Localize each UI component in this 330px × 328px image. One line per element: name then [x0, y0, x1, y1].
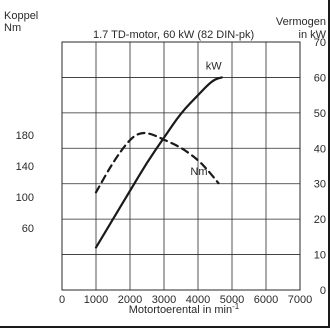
right-tick-label: 10 — [314, 250, 326, 262]
x-tick-label: 3000 — [152, 294, 176, 306]
left-tick-label: 60 — [22, 223, 34, 235]
series-layer: kW Nm — [94, 60, 223, 249]
series-label-nm: Nm — [190, 166, 207, 178]
x-tick-label: 2000 — [118, 294, 142, 306]
x-tick-label: 5000 — [220, 294, 244, 306]
grid — [61, 41, 301, 291]
x-axis-title-text: Motortoerental in min — [129, 304, 232, 316]
chart-title: 1.7 TD-motor, 60 kW (82 DIN-pk) — [93, 29, 254, 41]
left-axis-unit: Nm — [4, 22, 21, 34]
series-line-kw — [94, 76, 223, 249]
x-tick-label: 0 — [59, 294, 65, 306]
right-tick-label: 20 — [314, 214, 326, 226]
left-tick-label: 180 — [16, 130, 34, 142]
series-line-nm — [94, 131, 220, 194]
right-tick-label: 50 — [314, 108, 326, 120]
series-label-kw: kW — [206, 60, 223, 72]
right-tick-label: 40 — [314, 143, 326, 155]
ticks-layer: 0 1000 2000 3000 4000 5000 6000 7000 0 10 20 30 40 50… — [16, 37, 326, 306]
left-tick-label: 100 — [16, 192, 34, 204]
right-tick-label: 70 — [314, 37, 326, 49]
left-axis-title: Koppel — [4, 10, 38, 22]
x-axis-title: Motortoerental in min-1 — [129, 302, 240, 316]
plot-border — [61, 41, 301, 291]
x-tick-label: 7000 — [288, 294, 312, 306]
left-tick-label: 140 — [16, 161, 34, 173]
x-tick-label: 1000 — [84, 294, 108, 306]
plot-area-border — [61, 41, 301, 291]
right-tick-label: 30 — [314, 179, 326, 191]
x-tick-label: 4000 — [186, 294, 210, 306]
right-tick-label: 60 — [314, 72, 326, 84]
right-tick-label: 0 — [320, 285, 326, 297]
x-tick-label: 6000 — [254, 294, 278, 306]
right-axis-unit: in kW — [299, 29, 327, 41]
right-axis-title: Vermogen — [276, 16, 326, 28]
x-axis-title-superscript: -1 — [232, 302, 240, 311]
